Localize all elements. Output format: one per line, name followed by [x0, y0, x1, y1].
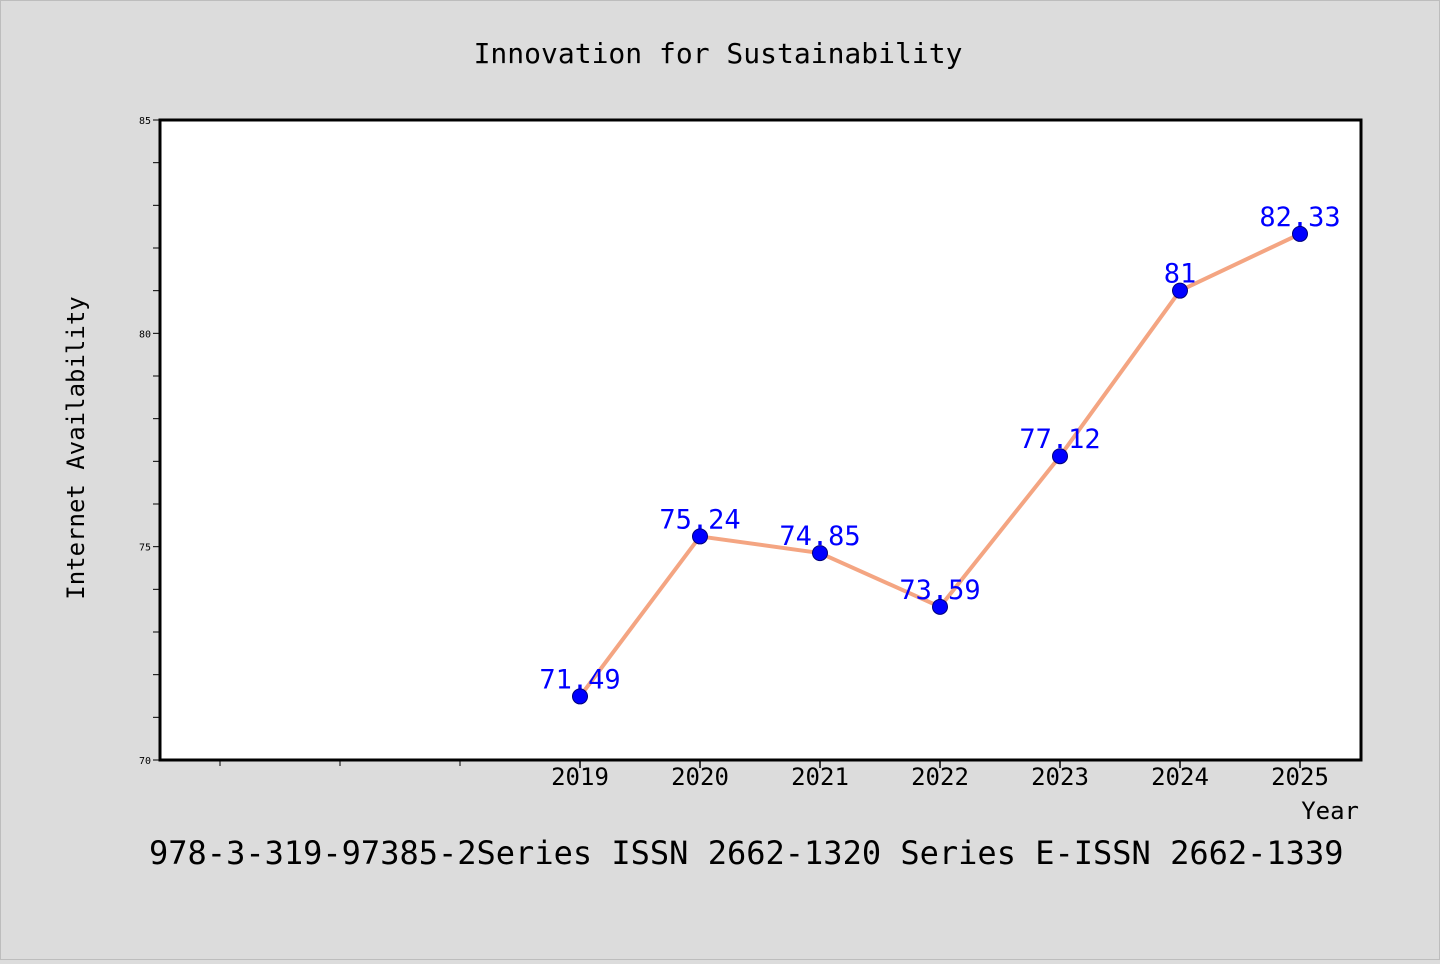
y-axis-label: Internet Availability — [62, 296, 90, 599]
data-point-2020 — [692, 528, 708, 545]
y-axis: 70 75 80 85 — [139, 116, 160, 767]
data-label-2024: 81 — [1164, 259, 1197, 290]
chart-title: Innovation for Sustainability — [474, 37, 963, 70]
y-tick-label: 70 — [139, 756, 151, 767]
data-label-2025: 82.33 — [1259, 202, 1340, 233]
x-tick-label: 2025 — [1271, 763, 1329, 791]
data-point-2021 — [812, 545, 828, 562]
x-tick-label: 2019 — [551, 763, 609, 791]
y-tick-label: 85 — [139, 116, 151, 127]
x-tick-label: 2024 — [1151, 763, 1209, 791]
data-label-2021: 74.85 — [779, 521, 860, 552]
data-label-group: 71.49 75.24 74.85 73.59 77.12 81 82.33 — [539, 202, 1340, 696]
plot-area — [158, 118, 1363, 762]
data-point-2023 — [1052, 448, 1068, 465]
data-point-2019 — [572, 688, 588, 705]
data-label-2020: 75.24 — [659, 504, 740, 535]
y-tick-label: 80 — [139, 329, 151, 340]
x-tick-label: 2022 — [911, 763, 969, 791]
x-axis: 2019 2020 2021 2022 2023 2024 2025 — [219, 760, 1329, 791]
data-point-group — [572, 225, 1308, 705]
data-label-2019: 71.49 — [539, 664, 620, 695]
data-label-2022: 73.59 — [899, 575, 980, 606]
data-point-2022 — [932, 598, 948, 615]
x-tick-label: 2020 — [671, 763, 729, 791]
data-point-2025 — [1292, 225, 1308, 242]
data-label-2023: 77.12 — [1019, 424, 1100, 455]
data-point-2024 — [1172, 282, 1188, 299]
y-tick-label: 75 — [139, 543, 151, 554]
x-axis-label: Year — [1301, 797, 1359, 825]
x-tick-label: 2021 — [791, 763, 849, 791]
x-tick-label: 2023 — [1031, 763, 1089, 791]
footer-isbn-text: 978-3-319-97385-2Series ISSN 2662-1320 S… — [149, 834, 1343, 872]
